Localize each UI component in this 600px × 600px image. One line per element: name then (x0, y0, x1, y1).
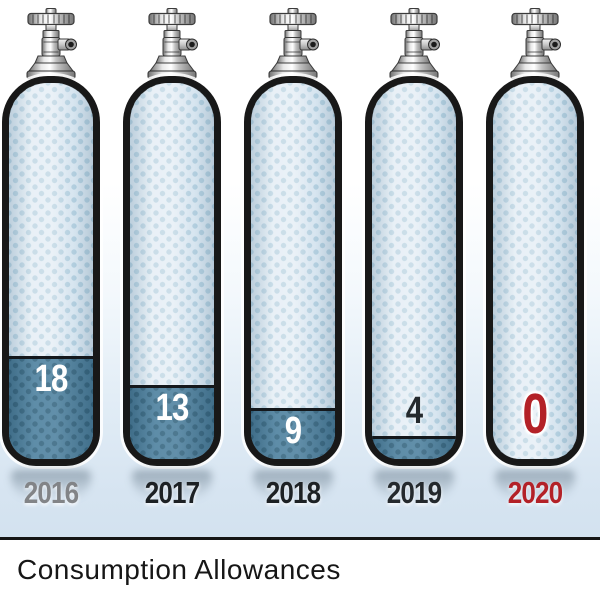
caption-bar: Consumption Allowances (0, 540, 600, 600)
cylinder-2016: 18 2016 (2, 0, 100, 537)
value-label: 4 (405, 390, 423, 433)
cylinder-body: 0 (486, 76, 584, 466)
cylinder-2018: 9 2018 (244, 0, 342, 537)
year-label: 2019 (386, 475, 442, 510)
year-label: 2018 (265, 475, 321, 510)
cylinder-2019: 4 2019 (365, 0, 463, 537)
cylinder-interior: 18 (9, 83, 93, 459)
value-label: 9 (284, 409, 302, 452)
cylinder-valve-icon (21, 8, 81, 80)
cylinder-2020: 0 2020 (486, 0, 584, 537)
fill-level (130, 384, 214, 459)
value-label: 18 (34, 358, 68, 401)
cylinder-body: 9 (244, 76, 342, 466)
cylinder-reflection (11, 470, 91, 500)
fill-level (251, 407, 335, 459)
fill-level (9, 356, 93, 459)
cylinder-body: 4 (365, 76, 463, 466)
chart-title: Consumption Allowances (17, 554, 341, 585)
cylinder-reflection (253, 470, 333, 500)
fill-level (372, 436, 456, 459)
cylinder-reflection (132, 470, 212, 500)
cylinder-reflection (495, 470, 575, 500)
cylinder-body: 13 (123, 76, 221, 466)
cylinder-interior: 13 (130, 83, 214, 459)
value-label: 0 (522, 382, 548, 446)
cylinder-valve-icon (263, 8, 323, 80)
cylinder-reflection (374, 470, 454, 500)
cylinder-interior: 9 (251, 83, 335, 459)
year-label: 2017 (144, 475, 200, 510)
cylinder-interior: 0 (493, 83, 577, 459)
cylinder-body: 18 (2, 76, 100, 466)
cylinder-valve-icon (384, 8, 444, 80)
cylinder-2017: 13 2017 (123, 0, 221, 537)
chart-scene: 18 2016 13 2017 9 2018 4 (0, 0, 600, 540)
year-label: 2020 (507, 475, 563, 510)
cylinder-interior: 4 (372, 83, 456, 459)
cylinder-valve-icon (142, 8, 202, 80)
cylinder-valve-icon (505, 8, 565, 80)
year-label: 2016 (23, 475, 79, 510)
value-label: 13 (155, 386, 189, 429)
